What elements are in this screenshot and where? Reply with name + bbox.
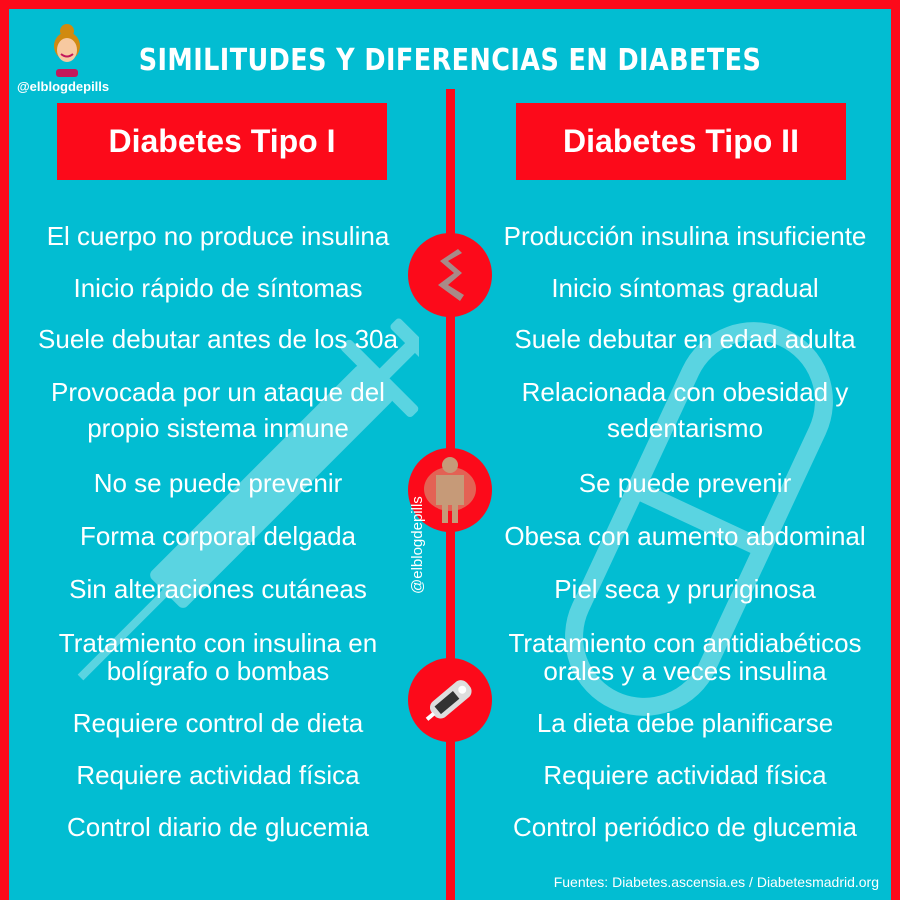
list-item: Forma corporal delgada (79, 521, 357, 551)
sources: Fuentes: Diabetes.ascensia.es / Diabetes… (553, 874, 879, 890)
list-item: Piel seca y pruriginosa (554, 574, 816, 604)
glucometer-icon (425, 680, 472, 721)
list-item: Requiere control de dieta (72, 708, 364, 738)
pill-icon (565, 322, 833, 716)
list-item: Provocada por un ataque del propio siste… (51, 377, 385, 443)
list-item: La dieta debe planificarse (536, 708, 834, 738)
list-item: Control periódico de glucemia (513, 812, 857, 842)
dna-ribbon-icon (438, 249, 464, 301)
list-item: Control diario de glucemia (66, 812, 370, 842)
page-title: SIMILITUDES Y DIFERENCIAS EN DIABETES (138, 43, 762, 78)
list-item: Inicio rápido de síntomas (73, 273, 363, 303)
blog-handle: @elblogdepills (17, 79, 110, 94)
infographic: @elblogdepills SIMILITUDES Y DIFERENCIAS… (9, 9, 891, 900)
list-item: Obesa con aumento abdominal (504, 521, 866, 551)
list-item: El cuerpo no produce insulina (46, 221, 390, 251)
dna-circle (408, 233, 492, 317)
list-item: Tratamiento con insulina en bolígrafo o … (58, 628, 378, 686)
avatar (54, 24, 80, 77)
list-item: Relacionada con obesidad y sedentarismo (521, 377, 849, 443)
list-item: Se puede prevenir (578, 468, 792, 498)
glucometer-circle (408, 658, 492, 742)
list-item: Requiere actividad física (76, 760, 360, 790)
list-item: Suele debutar antes de los 30a (38, 324, 398, 354)
list-item: Tratamiento con antidiabéticos orales y … (508, 628, 862, 686)
list-item: Sin alteraciones cutáneas (69, 574, 367, 604)
list-item: Inicio síntomas gradual (551, 273, 819, 303)
list-item: Suele debutar en edad adulta (514, 324, 856, 354)
list-item: Requiere actividad física (543, 760, 827, 790)
syringe-icon (77, 318, 419, 681)
vertical-handle: @elblogdepills (409, 496, 426, 594)
header-type-2: Diabetes Tipo II (516, 103, 846, 180)
header-type-1: Diabetes Tipo I (57, 103, 387, 180)
body-circle (408, 448, 492, 532)
list-item: No se puede prevenir (93, 468, 343, 498)
body-shape-icon (424, 457, 476, 523)
list-item: Producción insulina insuficiente (503, 221, 867, 251)
